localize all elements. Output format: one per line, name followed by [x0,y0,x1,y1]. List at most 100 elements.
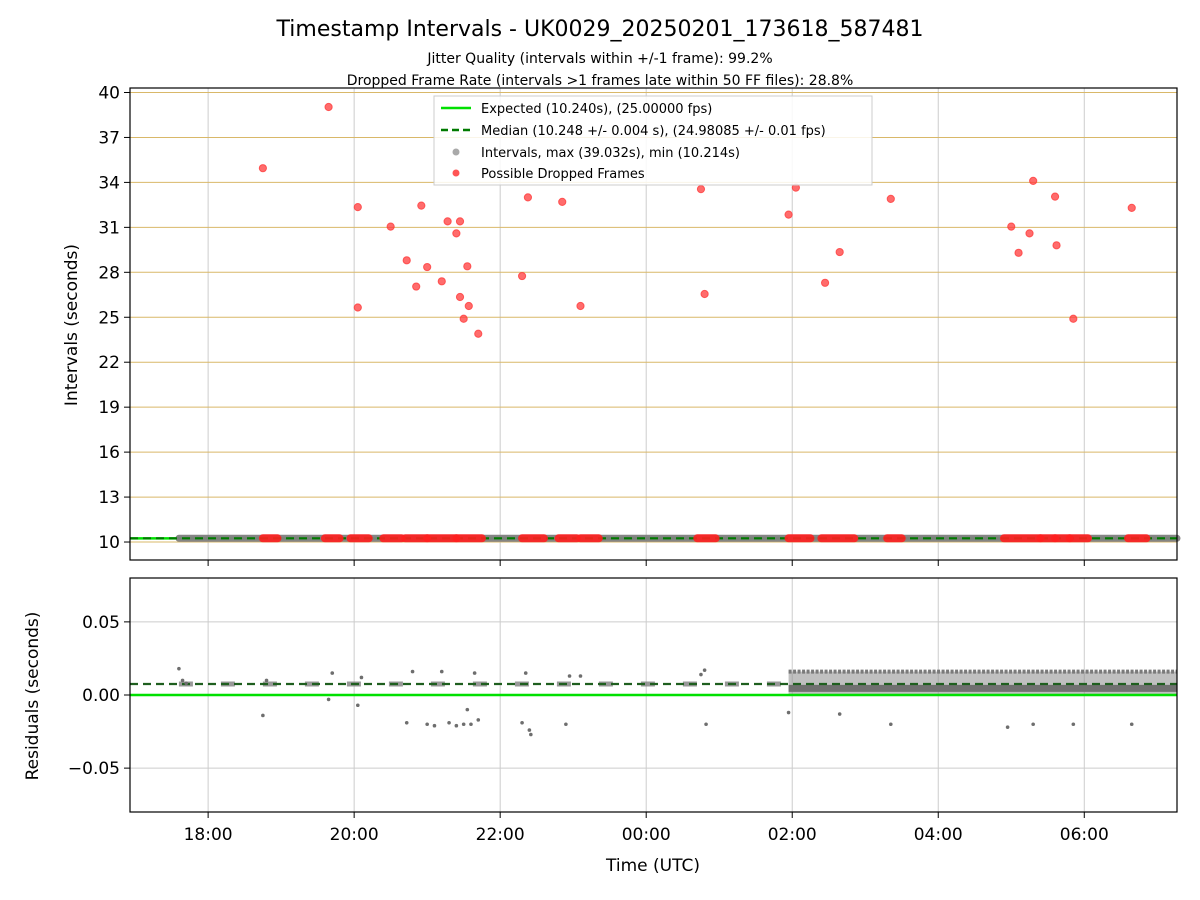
dropped-frame-point [353,303,362,312]
dropped-frame-point [386,222,395,231]
dropped-frame-point [455,292,465,302]
dropped-frame-point [463,262,472,271]
top-y-tick-label: 31 [98,218,120,238]
residual-point [520,720,524,725]
dropped-frame-point [1069,314,1078,323]
residual-point [1031,722,1035,727]
residual-point [527,728,532,732]
x-tick-label: 06:00 [1060,825,1109,845]
top-y-tick-label: 25 [98,308,120,328]
residual-point [1071,722,1076,727]
dropped-frame-point [258,164,267,173]
top-y-tick-label: 10 [98,533,120,553]
bottom-y-tick-label: 0.05 [82,613,120,633]
x-tick-label: 02:00 [768,825,817,845]
residual-point [1005,725,1010,729]
top-y-tick-label: 37 [98,128,120,148]
dropped-frame-point [1029,176,1038,186]
residual-point [432,723,437,728]
legend-swatch-dropped [452,169,460,177]
residual-point [439,669,444,674]
residual-point [1129,722,1134,727]
bottom-y-axis-label: Residuals (seconds) [23,612,43,781]
residual-point [184,681,189,686]
dropped-frame-point [443,217,452,226]
dropped-frame-point [784,210,793,219]
x-tick-label: 22:00 [476,825,525,845]
dropped-frame-point [452,229,461,238]
dropped-frame-point [474,329,483,338]
residual-point [786,710,791,715]
residual-point [564,722,568,727]
residual-point [888,722,893,727]
residual-point [410,669,415,674]
dropped-frame-point [464,301,473,311]
chart-title: Timestamp Intervals - UK0029_20250201_17… [276,17,924,42]
dropped-frame-point [835,247,844,257]
residuals-panel: −0.05 0.00 0.05 18:00 20:00 22:00 00:00 02:00 04… [68,577,1178,845]
dropped-frame-point [423,262,432,272]
top-y-tick-label: 13 [98,488,120,508]
residual-point [330,671,335,675]
legend-label-expected: Expected (10.240s), (25.00000 fps) [481,102,712,117]
top-y-tick-label: 19 [98,398,120,418]
top-y-tick-label: 40 [98,83,120,103]
dropped-frame-point [353,203,362,212]
residual-point [264,678,269,683]
residual-point [359,675,364,680]
dropped-frame-point [459,314,468,323]
dropped-frame-point [417,201,426,210]
residual-point [404,720,409,725]
dropped-frame-point [324,102,333,112]
bottom-y-tick-label: −0.05 [68,759,120,779]
residual-point [567,674,572,678]
top-y-tick-label: 34 [98,173,120,193]
dropped-frame-point [1025,229,1034,238]
residual-point [476,718,481,722]
top-y-tick-label: 28 [98,263,120,283]
x-tick-label: 04:00 [914,825,963,845]
top-y-tick-label: 22 [98,353,120,373]
residual-point [702,668,707,672]
residual-point [180,678,185,683]
dropped-frame-point [412,282,421,291]
dropped-frame-point [820,278,830,287]
top-y-axis-label: Intervals (seconds) [62,244,82,406]
x-axis-label: Time (UTC) [605,856,700,876]
legend-box [433,95,873,186]
legend-swatch-intervals [452,148,460,156]
chart-subtitle-jitter: Jitter Quality (intervals within +/-1 fr… [426,51,772,67]
dropped-frame-point [1127,203,1136,212]
residual-point [465,707,470,712]
residual-point [523,671,528,675]
residual-point [261,713,265,718]
residual-point [578,674,583,678]
bottom-plot-frame [129,577,1178,813]
dropped-frame-point [1052,241,1061,250]
residual-point [454,723,459,728]
dropped-frame-point [558,197,567,206]
chart-legend: Expected (10.240s), (25.00000 fps) Media… [433,95,873,186]
intervals-panel: 10 13 16 19 22 25 28 31 34 37 40 [98,83,1181,566]
residual-point [837,712,842,716]
residual-point [529,732,533,737]
x-tick-label: 20:00 [330,825,379,845]
dropped-frame-point [700,289,709,299]
top-y-tick-label: 16 [98,443,120,463]
chart-subtitle-dropped: Dropped Frame Rate (intervals >1 frames … [347,73,854,89]
residual-point [425,722,429,727]
dropped-frame-point [455,217,465,226]
legend-label-intervals: Intervals, max (39.032s), min (10.214s) [481,146,740,161]
dropped-frame-point [1007,222,1016,231]
dropped-frame-point [523,193,533,202]
residual-point [461,722,466,727]
bottom-y-tick-label: 0.00 [82,686,120,706]
x-tick-label: 00:00 [622,825,671,845]
residual-point [355,703,360,708]
dropped-frame-point [517,271,527,281]
dropped-frame-point [696,185,706,194]
legend-label-dropped: Possible Dropped Frames [481,167,645,182]
x-tick-label: 18:00 [184,825,233,845]
